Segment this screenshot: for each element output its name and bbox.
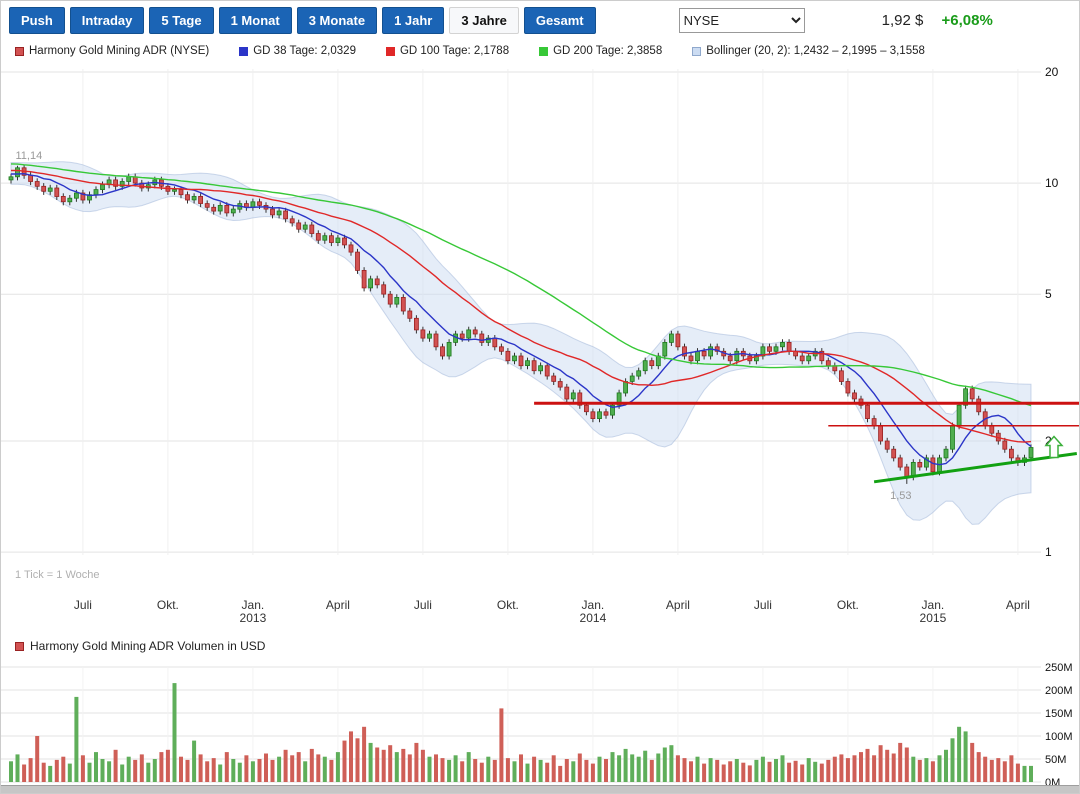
legend-label-gd100: GD 100 Tage: 2,1788: [399, 45, 510, 57]
push-button[interactable]: Push: [9, 7, 65, 34]
exchange-select[interactable]: NYSE: [678, 8, 805, 33]
volume-legend: Harmony Gold Mining ADR Volumen in USD: [15, 639, 265, 653]
range-button-1-jahr[interactable]: 1 Jahr: [382, 7, 445, 34]
gd200-swatch: [539, 46, 549, 56]
legend-label-bollinger: Bollinger (20, 2): 1,2432 – 2,1995 – 3,1…: [706, 45, 925, 57]
range-button-1-monat[interactable]: 1 Monat: [218, 7, 292, 34]
svg-text:5: 5: [1045, 287, 1052, 301]
svg-text:Juli: Juli: [74, 598, 92, 612]
svg-text:2: 2: [1045, 434, 1052, 448]
price-gridlines: [1, 69, 1041, 555]
svg-text:200M: 200M: [1045, 685, 1073, 697]
svg-text:2015: 2015: [920, 611, 947, 623]
price-annotation-low: 1,53: [890, 490, 911, 502]
svg-text:50M: 50M: [1045, 754, 1066, 766]
legend-label-series: Harmony Gold Mining ADR (NYSE): [29, 45, 210, 57]
svg-text:10: 10: [1045, 176, 1059, 190]
support-trendline: [873, 452, 1078, 484]
svg-text:April: April: [666, 598, 690, 612]
chart-legend: Harmony Gold Mining ADR (NYSE) GD 38 Tag…: [15, 45, 925, 57]
legend-item-gd200: GD 200 Tage: 2,3858: [539, 45, 662, 57]
price-axis-labels: 20 10 5 2 1: [1045, 65, 1059, 559]
svg-text:150M: 150M: [1045, 708, 1073, 720]
legend-label-gd38: GD 38 Tage: 2,0329: [253, 45, 356, 57]
volume-legend-label: Harmony Gold Mining ADR Volumen in USD: [30, 639, 266, 653]
volume-swatch: [15, 641, 24, 651]
ma-line-2: [10, 163, 1032, 407]
svg-text:Juli: Juli: [754, 598, 772, 612]
svg-text:250M: 250M: [1045, 662, 1073, 674]
svg-text:Jan.: Jan.: [242, 598, 265, 612]
range-button-3-jahre[interactable]: 3 Jahre: [449, 7, 519, 34]
gd38-swatch: [239, 46, 249, 56]
ma-line-0: [11, 172, 1032, 466]
svg-text:April: April: [326, 598, 350, 612]
svg-text:20: 20: [1045, 65, 1059, 79]
bottom-scrollbar: [1, 785, 1079, 793]
range-button-gesamt[interactable]: Gesamt: [523, 7, 596, 34]
volume-bars: [9, 683, 1033, 782]
legend-item-gd38: GD 38 Tage: 2,0329: [239, 45, 356, 57]
price-display: 1,92 $ +6,08%: [882, 12, 993, 29]
price-annotation-high: 11,14: [16, 150, 43, 162]
svg-text:Jan.: Jan.: [582, 598, 605, 612]
candle-series-swatch: [15, 46, 24, 56]
tick-note: 1 Tick = 1 Woche: [15, 569, 100, 581]
bollinger-swatch: [692, 46, 702, 56]
svg-text:Jan.: Jan.: [922, 598, 945, 612]
intraday-button[interactable]: Intraday: [69, 7, 145, 34]
price-value: 1,92 $: [881, 12, 924, 29]
ma-line-1: [10, 169, 1032, 443]
price-change: +6,08%: [941, 12, 993, 29]
bollinger-band: [10, 161, 1032, 525]
svg-text:Okt.: Okt.: [157, 598, 179, 612]
svg-text:2014: 2014: [580, 611, 607, 623]
legend-label-gd200: GD 200 Tage: 2,3858: [553, 45, 663, 57]
svg-text:April: April: [1006, 598, 1030, 612]
range-button-5-tage[interactable]: 5 Tage: [149, 7, 214, 34]
gd100-swatch: [385, 46, 395, 56]
svg-text:Okt.: Okt.: [837, 598, 859, 612]
up-arrow-icon: [1044, 435, 1064, 459]
legend-item-bollinger: Bollinger (20, 2): 1,2432 – 2,1995 – 3,1…: [692, 45, 925, 57]
svg-text:Okt.: Okt.: [497, 598, 519, 612]
toolbar: Push Intraday 5 Tage 1 Monat 3 Monate 1 …: [9, 7, 1071, 34]
svg-text:2013: 2013: [240, 611, 267, 623]
legend-item-gd100: GD 100 Tage: 2,1788: [385, 45, 510, 57]
svg-text:100M: 100M: [1045, 731, 1073, 743]
svg-text:1: 1: [1045, 545, 1052, 559]
range-button-3-monate[interactable]: 3 Monate: [296, 7, 378, 34]
svg-text:Juli: Juli: [414, 598, 432, 612]
legend-item-series: Harmony Gold Mining ADR (NYSE): [15, 45, 209, 57]
